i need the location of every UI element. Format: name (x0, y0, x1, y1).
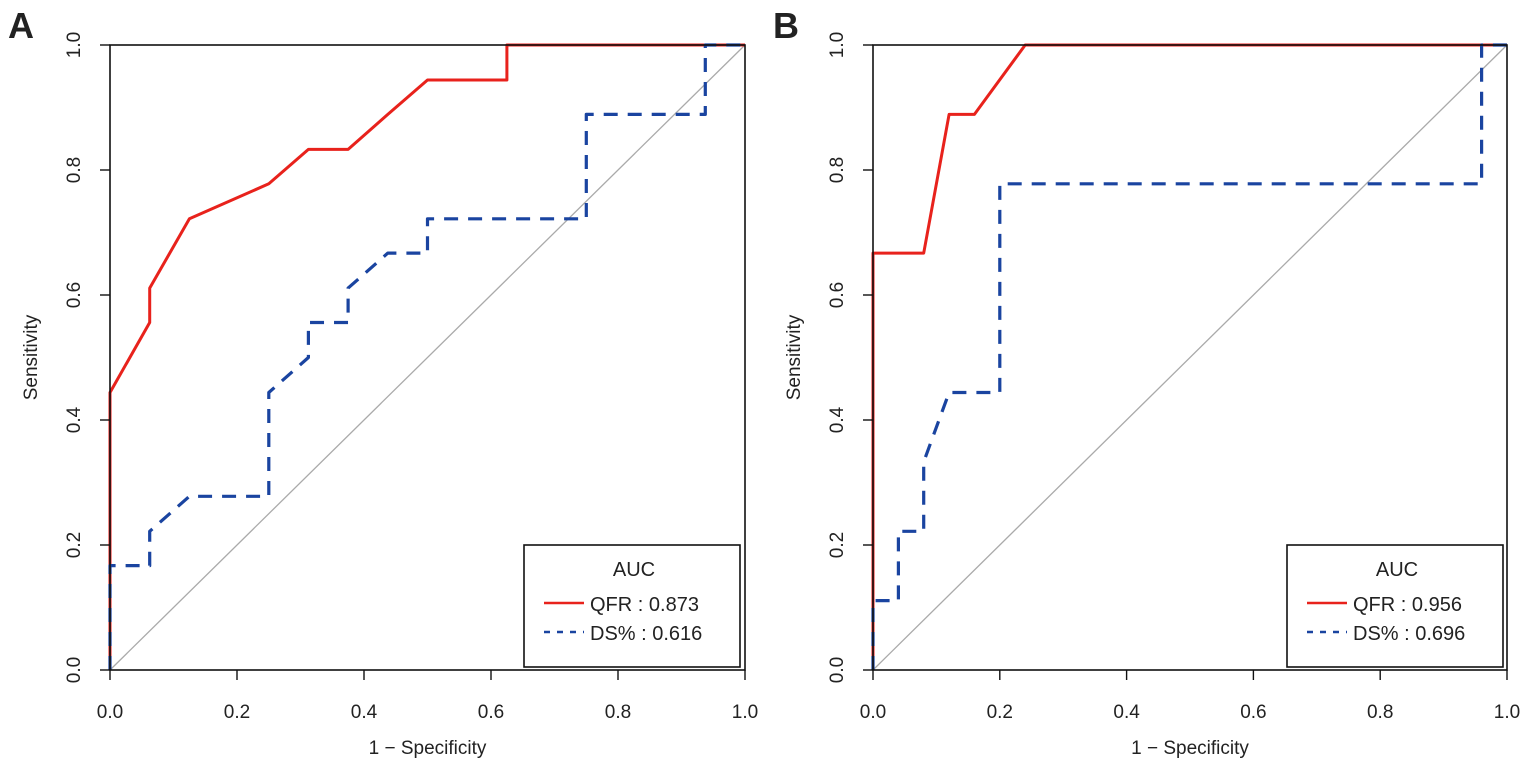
y-tick-label: 0.6 (64, 282, 85, 308)
y-axis-label: Sensitivity (21, 314, 42, 400)
roc-panel-a: A 0.0 0.2 0.4 0.6 0.8 1.0 0.0 0.2 0.4 0.6 0.8 1.0 1 −… (8, 5, 758, 759)
panel-label: A (8, 5, 34, 46)
x-tick-label: 0.8 (1367, 702, 1393, 723)
x-tick-label: 0.4 (351, 702, 378, 723)
legend-title: AUC (1376, 559, 1418, 581)
legend-box (523, 544, 741, 668)
y-tick-label: 0.2 (64, 532, 85, 558)
legend-entry: DS% : 0.696 (1353, 623, 1465, 645)
roc-curve-qfr (108, 43, 745, 670)
roc-curve-dspct (871, 43, 1507, 670)
y-tick-label: 0.8 (64, 157, 85, 183)
y-tick-label: 0.0 (827, 657, 848, 683)
y-tick-label: 0.2 (827, 532, 848, 558)
y-tick-label: 0.6 (827, 282, 848, 308)
y-tick-label: 0.4 (827, 406, 848, 433)
x-tick-label: 0.2 (224, 702, 250, 723)
legend-entry: DS% : 0.616 (590, 623, 702, 645)
legend-entry: QFR : 0.873 (590, 594, 699, 616)
roc-panel-b: B 0.0 0.2 0.4 0.6 0.8 1.0 0.0 0.2 0.4 0.6 0.8 1.0 1 −… (773, 5, 1520, 759)
legend: AUC QFR : 0.873 DS% : 0.616 (523, 544, 741, 668)
x-tick-label: 0.8 (605, 702, 631, 723)
x-axis-label: 1 − Specificity (369, 738, 487, 759)
y-tick-label: 1.0 (64, 32, 85, 58)
x-tick-label: 0.6 (1240, 702, 1266, 723)
legend: AUC QFR : 0.956 DS% : 0.696 (1286, 544, 1504, 668)
x-tick-label: 0.0 (97, 702, 123, 723)
y-tick-label: 0.8 (827, 157, 848, 183)
x-tick-label: 0.4 (1113, 702, 1140, 723)
x-tick-label: 0.2 (987, 702, 1013, 723)
roc-curve-dspct (108, 43, 745, 670)
plot-frame (109, 44, 746, 671)
x-tick-label: 0.0 (860, 702, 886, 723)
x-tick-label: 0.6 (478, 702, 504, 723)
legend-box (1286, 544, 1504, 668)
x-axis-label: 1 − Specificity (1131, 738, 1249, 759)
legend-title: AUC (613, 559, 655, 581)
panel-label: B (773, 5, 799, 46)
y-tick-label: 0.0 (64, 657, 85, 683)
x-tick-label: 1.0 (732, 702, 758, 723)
y-axis-label: Sensitivity (784, 314, 805, 400)
x-tick-label: 1.0 (1494, 702, 1520, 723)
reference-diagonal (872, 44, 1508, 671)
reference-diagonal (109, 44, 746, 671)
y-tick-label: 0.4 (64, 406, 85, 433)
legend-entry: QFR : 0.956 (1353, 594, 1462, 616)
y-tick-label: 1.0 (827, 32, 848, 58)
plot-frame (872, 44, 1508, 671)
